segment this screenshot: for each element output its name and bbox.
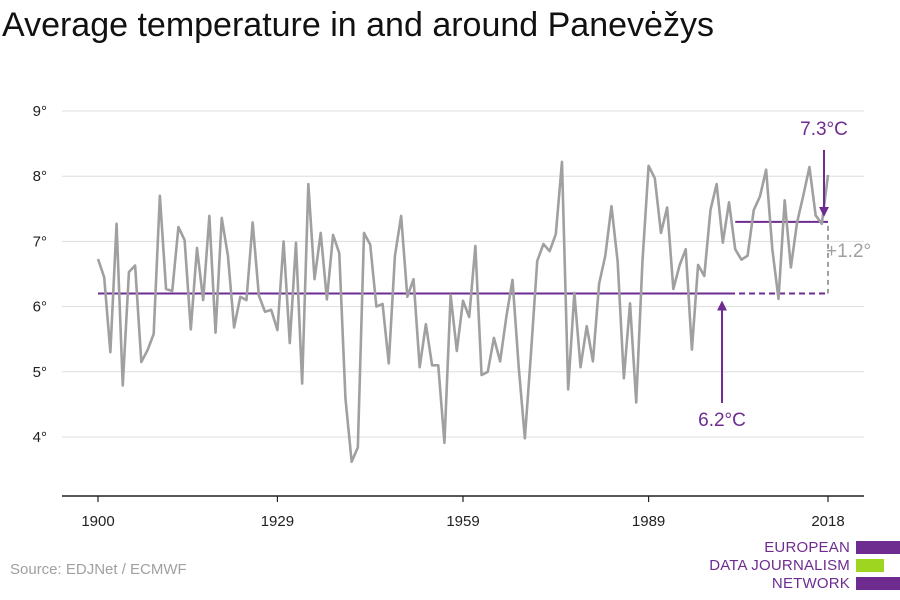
y-tick-label-7: 7° [33, 233, 47, 250]
x-tick-label-1900: 1900 [81, 513, 114, 530]
temperature-chart: 4° 5° 6° 7° 8° 9° 1900 1929 1959 1989 2018 6.2°C 7.… [33, 103, 871, 530]
logo-line-network: NETWORK [771, 575, 850, 592]
axes: 4° 5° 6° 7° 8° 9° 1900 1929 1959 1989 2018 [33, 103, 864, 530]
x-tick-label-1959: 1959 [446, 513, 479, 530]
y-tick-label-9: 9° [33, 103, 47, 120]
logo-bar-top [856, 541, 900, 554]
y-tick-label-6: 6° [33, 299, 47, 316]
x-tick-label-1929: 1929 [261, 513, 294, 530]
logo-bar-middle [856, 559, 884, 572]
recent-label: 7.3°C [800, 119, 848, 140]
chart-title: Average temperature in and around Panevė… [2, 6, 714, 44]
logo-bar-bottom [856, 577, 900, 590]
y-tick-label-4: 4° [33, 429, 47, 446]
difference-label: +1.2° [826, 241, 871, 262]
source-note: Source: EDJNet / ECMWF [10, 561, 187, 578]
temperature-series [96, 160, 830, 464]
logo-line-data-journalism: DATA JOURNALISM [709, 557, 850, 574]
y-tick-label-5: 5° [33, 364, 47, 381]
grid-lines [62, 110, 864, 438]
edjnet-logo: EUROPEAN DATA JOURNALISM NETWORK [690, 538, 900, 596]
logo-line-european: EUROPEAN [764, 539, 850, 556]
y-tick-label-8: 8° [33, 168, 47, 185]
annotations: 6.2°C 7.3°C +1.2° [698, 119, 871, 431]
x-tick-label-1989: 1989 [632, 513, 665, 530]
x-tick-label-2018: 2018 [811, 513, 844, 530]
baseline-label: 6.2°C [698, 410, 746, 431]
temperature-line [96, 160, 830, 464]
